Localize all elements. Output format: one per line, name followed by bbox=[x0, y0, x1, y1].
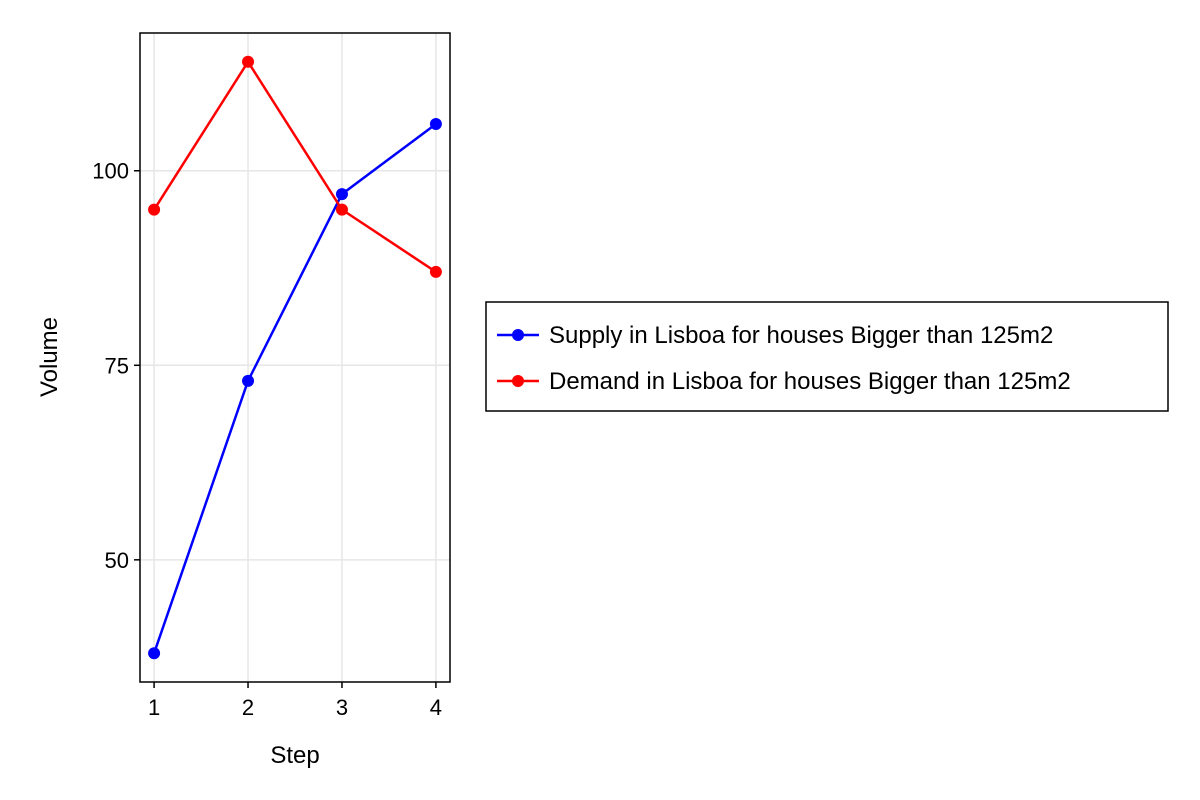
legend-entry: Demand in Lisboa for houses Bigger than … bbox=[497, 368, 1071, 395]
series-line bbox=[152, 123, 437, 654]
data-point bbox=[242, 374, 255, 387]
legend-entry: Supply in Lisboa for houses Bigger than … bbox=[497, 322, 1053, 349]
legend-label: Supply in Lisboa for houses Bigger than … bbox=[549, 322, 1053, 349]
data-point bbox=[242, 55, 255, 68]
series-1 bbox=[148, 118, 442, 660]
ticks: 1 2 3 4 50 75 100 bbox=[92, 159, 442, 720]
y-tick-label: 50 bbox=[105, 548, 129, 573]
data-point bbox=[429, 118, 442, 131]
x-axis-title: Step bbox=[270, 742, 319, 769]
data-point bbox=[335, 203, 348, 216]
x-tick-label: 2 bbox=[242, 695, 254, 720]
grid bbox=[140, 33, 450, 682]
series-line bbox=[153, 59, 437, 273]
plot-frame bbox=[139, 32, 451, 683]
legend-label: Demand in Lisboa for houses Bigger than … bbox=[549, 368, 1071, 395]
y-tick-label: 75 bbox=[105, 353, 129, 378]
legend-marker bbox=[512, 329, 524, 341]
data-point bbox=[335, 188, 348, 201]
x-tick-label: 1 bbox=[148, 695, 160, 720]
x-tick-label: 4 bbox=[430, 695, 442, 720]
y-tick-label: 100 bbox=[92, 159, 129, 184]
legend-box bbox=[485, 301, 1169, 412]
legend-marker bbox=[512, 375, 524, 387]
series-layer bbox=[148, 55, 442, 660]
y-axis-title: Volume bbox=[36, 317, 63, 397]
data-point bbox=[148, 203, 161, 216]
legend: Supply in Lisboa for houses Bigger than … bbox=[485, 301, 1169, 412]
data-point bbox=[148, 647, 161, 660]
series-2 bbox=[148, 55, 442, 278]
x-tick-label: 3 bbox=[336, 695, 348, 720]
data-point bbox=[429, 265, 442, 278]
